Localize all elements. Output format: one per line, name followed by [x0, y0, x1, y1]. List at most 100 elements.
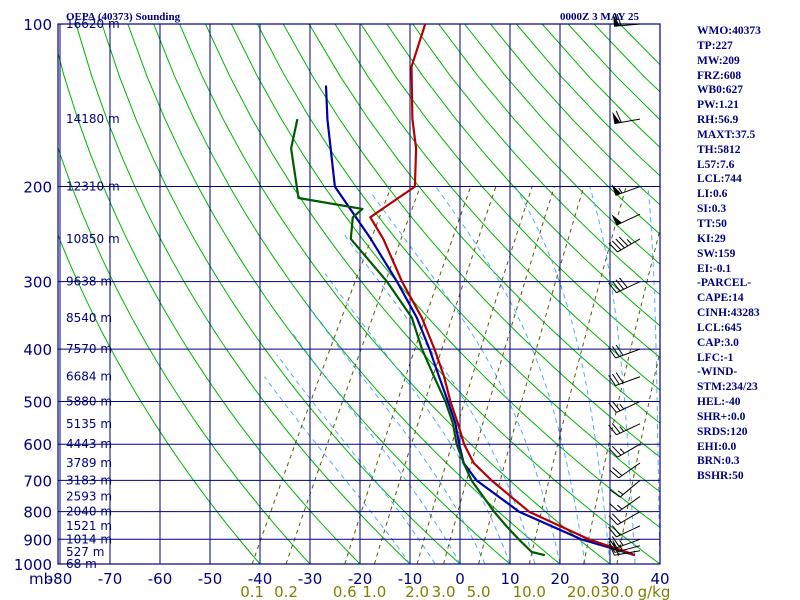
height-label: 7570 m: [66, 342, 112, 356]
dry-adiabat: [58, 146, 311, 564]
wind-barb-pennant: [611, 214, 622, 226]
pressure-tick-label: 400: [23, 341, 52, 359]
temperature-tick-label: 20: [550, 570, 569, 588]
wind-barb-staff: [619, 479, 641, 498]
wind-barb-flag: [612, 540, 620, 552]
wind-barb: [608, 236, 641, 253]
pressure-tick-label: 800: [23, 504, 52, 522]
wind-barb-staff: [614, 550, 641, 556]
wind-barb-flag: [609, 469, 620, 479]
wind-barb: [608, 540, 641, 553]
wind-barb-flag: [611, 240, 622, 251]
dry-adiabat: [438, 24, 660, 265]
pressure-tick-label: 1000: [14, 556, 52, 574]
wind-barb-staff: [618, 462, 641, 479]
moist-adiabat: [306, 303, 486, 564]
wind-barb-flag: [611, 400, 621, 412]
sounding-index-line: BSHR:50: [697, 470, 744, 483]
dry-adiabat: [75, 24, 411, 564]
wind-barb-pennant: [613, 14, 621, 27]
wind-barb-staff: [616, 423, 641, 436]
mixing-ratio-line: [528, 186, 627, 564]
height-label: 6684 m: [66, 370, 112, 384]
wind-barb-halfflag: [619, 403, 625, 410]
parcel-trace: [324, 85, 636, 557]
sounding-index-line: -WIND-: [697, 366, 738, 379]
wind-barb-flag: [609, 489, 621, 498]
temperature-tick-label: -60: [148, 570, 173, 588]
height-label: 4443 m: [66, 437, 112, 451]
wind-barb-pennant: [611, 184, 622, 196]
wind-barb-flag: [615, 238, 625, 249]
wind-barb-halfflag: [619, 540, 624, 546]
dry-adiabat: [282, 24, 660, 458]
wind-barb-flag: [612, 467, 623, 476]
pressure-tick-label: 200: [23, 179, 52, 197]
moist-adiabat: [647, 186, 660, 564]
wind-barb-flag: [615, 344, 624, 356]
height-label: 16620 m: [66, 17, 120, 31]
wind-barb-staff: [617, 511, 641, 526]
wind-barb-staff: [615, 538, 641, 549]
wind-barb-flag: [608, 541, 616, 553]
sounding-index-line: LCL:645: [697, 321, 742, 334]
sounding-index-line: RH:56.9: [697, 114, 739, 127]
sounding-index-line: LFC:-1: [697, 351, 734, 364]
wind-barb: [613, 13, 641, 27]
wind-barb-staff: [616, 400, 641, 413]
wind-barb-halfflag: [618, 187, 623, 194]
dry-adiabat: [230, 24, 660, 529]
height-label: 68 m: [66, 557, 97, 571]
mixing-ratio-line: [344, 186, 472, 564]
temperature-tick-label: -30: [298, 570, 323, 588]
wind-barb: [608, 511, 641, 526]
mixing-ratio-label: 0.2: [274, 583, 298, 600]
wind-barb-flag: [608, 424, 617, 436]
mixing-ratio-line: [285, 186, 421, 564]
wind-barb: [608, 443, 641, 458]
sounding-index-line: WMO:40373: [697, 25, 761, 37]
dry-adiabat: [334, 24, 660, 391]
height-label: 3789 m: [66, 456, 112, 470]
wind-barb-flag: [611, 281, 621, 292]
mixing-ratio-line: [251, 186, 392, 564]
wind-barb-flag: [608, 375, 616, 386]
mixing-ratio-line: [373, 186, 497, 564]
sounding-indices-panel: WMO:40373 TP:227 MW:209 FRZ:608 WB0:627 PW:1.…: [697, 24, 797, 484]
wind-barb-staff: [615, 348, 641, 359]
height-label: 1014 m: [66, 532, 112, 546]
dry-adiabat: [153, 24, 561, 564]
height-label: 3183 m: [66, 473, 112, 487]
height-label: 2593 m: [66, 490, 112, 504]
sounding-index-line: L57:7.6: [697, 158, 735, 171]
mixing-ratio-label: 5.0: [467, 583, 491, 600]
sounding-index-line: SRDS:120: [697, 425, 748, 438]
wind-barb: [608, 536, 641, 549]
sounding-index-line: SHR+:0.0: [697, 410, 746, 423]
wind-barb-halfflag: [616, 504, 623, 510]
dry-adiabat: [386, 24, 660, 327]
sounding-index-line: CAPE:14: [697, 292, 744, 305]
wind-barb-flag: [615, 110, 622, 123]
sounding-index-line: CINH:43283: [697, 307, 760, 320]
wind-barb-halfflag: [619, 426, 625, 432]
sounding-index-line: STM:234/23: [697, 381, 758, 394]
wind-barb-flag: [611, 445, 622, 456]
sounding-index-line: CAP:3.0: [697, 336, 739, 349]
sounding-index-line: SI:0.3: [697, 203, 727, 216]
temperature-tick-label: 40: [650, 570, 669, 588]
wind-barb: [609, 479, 641, 498]
pressure-tick-label: 100: [23, 16, 52, 34]
temperature-tick-label: 30: [600, 570, 619, 588]
sounding-index-line: HEL:-40: [697, 396, 741, 409]
mixing-ratio-label: 30.0: [600, 583, 633, 600]
temperature-tick-label: 0: [455, 570, 465, 588]
height-label: 9638 m: [66, 275, 112, 289]
height-label: 12310 m: [66, 180, 120, 194]
sounding-index-line: TP:227: [697, 39, 733, 52]
wind-barb-staff: [617, 443, 641, 458]
wind-barb-staff: [616, 281, 641, 294]
wind-barb: [608, 423, 641, 436]
mixing-ratio-label: 0.6: [333, 583, 357, 600]
wind-barb-flag: [608, 543, 615, 556]
